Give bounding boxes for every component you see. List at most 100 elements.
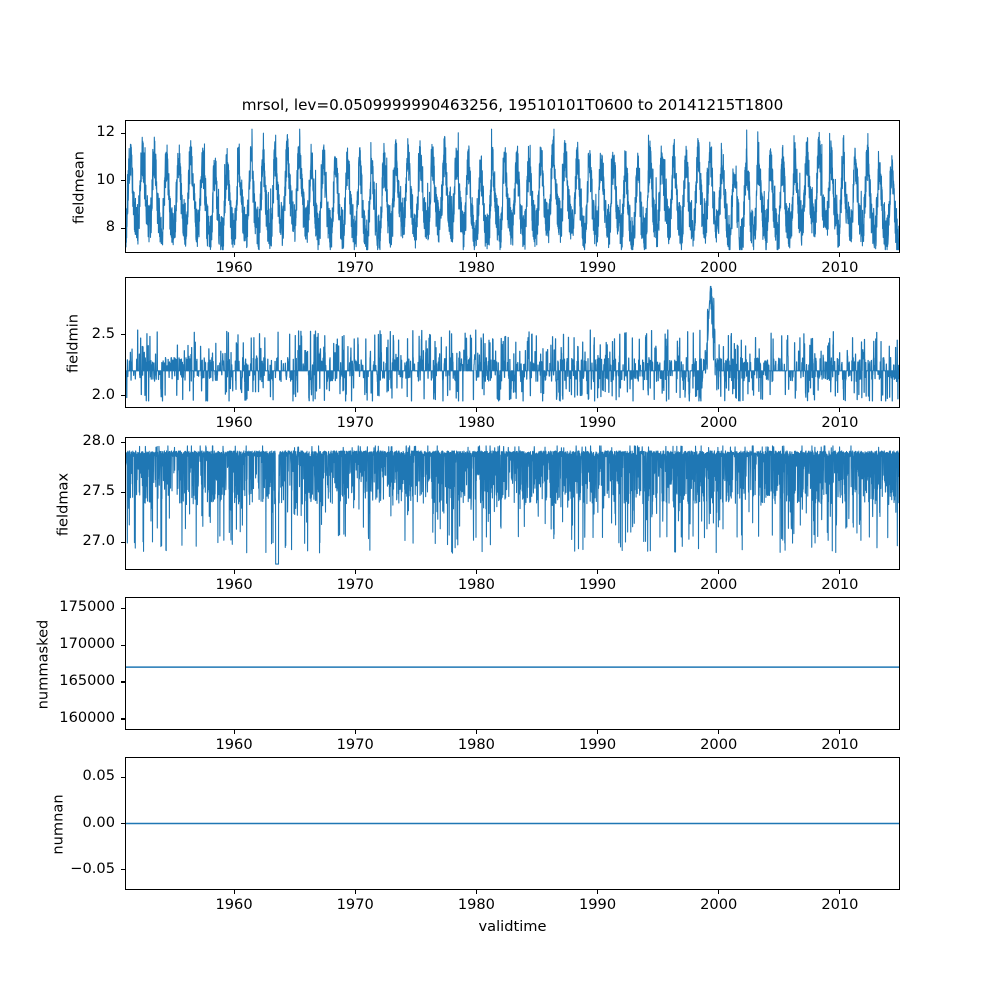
x-tick-mark: [597, 408, 599, 412]
y-tick-mark: [121, 334, 125, 336]
y-tick-mark: [121, 441, 125, 443]
y-tick-label: 10: [96, 170, 115, 188]
x-tick-label: 2010: [821, 736, 859, 753]
numnan-plot-line: [126, 758, 899, 889]
nummasked-plot-line: [126, 598, 899, 729]
x-tick-label: 2000: [700, 896, 738, 913]
x-tick-label: 1970: [336, 896, 374, 913]
y-tick-mark: [121, 132, 125, 134]
x-tick-mark: [475, 253, 477, 257]
y-tick-mark: [121, 491, 125, 493]
x-tick-mark: [233, 890, 235, 894]
subplot-numnan: [125, 757, 900, 890]
y-tick-mark: [121, 395, 125, 397]
x-tick-label: 1980: [457, 414, 495, 431]
x-tick-label: 1960: [215, 896, 253, 913]
x-tick-mark: [475, 730, 477, 734]
x-tick-label: 1970: [336, 736, 374, 753]
x-tick-mark: [354, 730, 356, 734]
x-tick-label: 1990: [578, 259, 617, 276]
y-tick-label: 27.5: [82, 482, 116, 499]
x-tick-label: 2000: [700, 414, 738, 431]
x-tick-label: 2010: [821, 576, 859, 593]
y-tick-label: −0.05: [70, 859, 115, 877]
xlabel-validtime: validtime: [478, 918, 547, 935]
x-tick-mark: [839, 570, 841, 574]
x-tick-label: 2010: [821, 259, 859, 276]
x-tick-label: 1990: [578, 736, 617, 753]
y-tick-mark: [121, 823, 125, 825]
y-tick-label: 160000: [59, 708, 115, 726]
x-tick-mark: [354, 408, 356, 412]
y-tick-label: 170000: [59, 635, 115, 653]
y-tick-mark: [121, 227, 125, 229]
x-tick-label: 1970: [336, 259, 374, 276]
x-tick-label: 1990: [578, 414, 617, 431]
x-tick-mark: [233, 408, 235, 412]
x-tick-mark: [233, 253, 235, 257]
y-tick-label: 0.05: [82, 767, 116, 785]
y-tick-mark: [121, 644, 125, 646]
fieldmean-plot-line: [126, 121, 899, 252]
x-tick-label: 1960: [215, 259, 253, 276]
x-tick-label: 1960: [215, 736, 253, 753]
x-tick-label: 1990: [578, 576, 617, 593]
x-tick-mark: [718, 570, 720, 574]
subplot-fieldmean: [125, 120, 900, 253]
y-tick-label: 165000: [59, 671, 115, 689]
y-tick-label: 0.00: [82, 813, 116, 831]
y-tick-label: 12: [96, 123, 115, 141]
y-tick-label: 28.0: [82, 432, 116, 449]
x-tick-label: 2010: [821, 414, 859, 431]
x-tick-mark: [718, 890, 720, 894]
y-tick-mark: [121, 541, 125, 543]
subplot-nummasked: [125, 597, 900, 730]
x-tick-mark: [354, 890, 356, 894]
x-tick-label: 1960: [215, 414, 253, 431]
y-tick-label: 27.0: [82, 532, 116, 549]
y-tick-mark: [121, 180, 125, 182]
x-tick-label: 1990: [578, 896, 617, 913]
x-tick-mark: [597, 890, 599, 894]
fieldmin-plot-line: [126, 278, 899, 407]
y-tick-label: 175000: [59, 598, 115, 616]
x-tick-label: 2000: [700, 259, 738, 276]
x-tick-label: 1980: [457, 736, 495, 753]
x-tick-label: 2010: [821, 896, 859, 913]
y-tick-mark: [121, 718, 125, 720]
x-tick-mark: [475, 890, 477, 894]
y-tick-label: 8: [105, 218, 115, 236]
y-tick-mark: [121, 776, 125, 778]
x-tick-mark: [718, 408, 720, 412]
x-tick-mark: [718, 730, 720, 734]
y-tick-mark: [121, 607, 125, 609]
figure-title: mrsol, lev=0.0509999990463256, 19510101T…: [241, 96, 784, 114]
x-tick-mark: [354, 570, 356, 574]
x-tick-mark: [839, 890, 841, 894]
x-tick-mark: [233, 730, 235, 734]
x-tick-mark: [233, 570, 235, 574]
x-tick-label: 1980: [457, 259, 495, 276]
x-tick-mark: [839, 730, 841, 734]
fieldmax-plot-line: [126, 438, 899, 569]
x-tick-mark: [718, 253, 720, 257]
y-tick-mark: [121, 681, 125, 683]
x-tick-label: 1980: [457, 576, 495, 593]
y-tick-label: 2.0: [91, 385, 115, 403]
x-tick-label: 1980: [457, 896, 495, 913]
x-tick-mark: [597, 570, 599, 574]
y-tick-label: 2.5: [91, 324, 115, 342]
x-tick-mark: [475, 408, 477, 412]
x-tick-label: 1970: [336, 414, 374, 431]
subplot-fieldmax: [125, 437, 900, 570]
y-tick-mark: [121, 869, 125, 871]
x-tick-mark: [597, 730, 599, 734]
x-tick-label: 2000: [700, 576, 738, 593]
x-tick-mark: [354, 253, 356, 257]
x-tick-mark: [839, 408, 841, 412]
x-tick-mark: [839, 253, 841, 257]
x-tick-label: 2000: [700, 736, 738, 753]
subplot-fieldmin: [125, 277, 900, 408]
x-tick-mark: [597, 253, 599, 257]
